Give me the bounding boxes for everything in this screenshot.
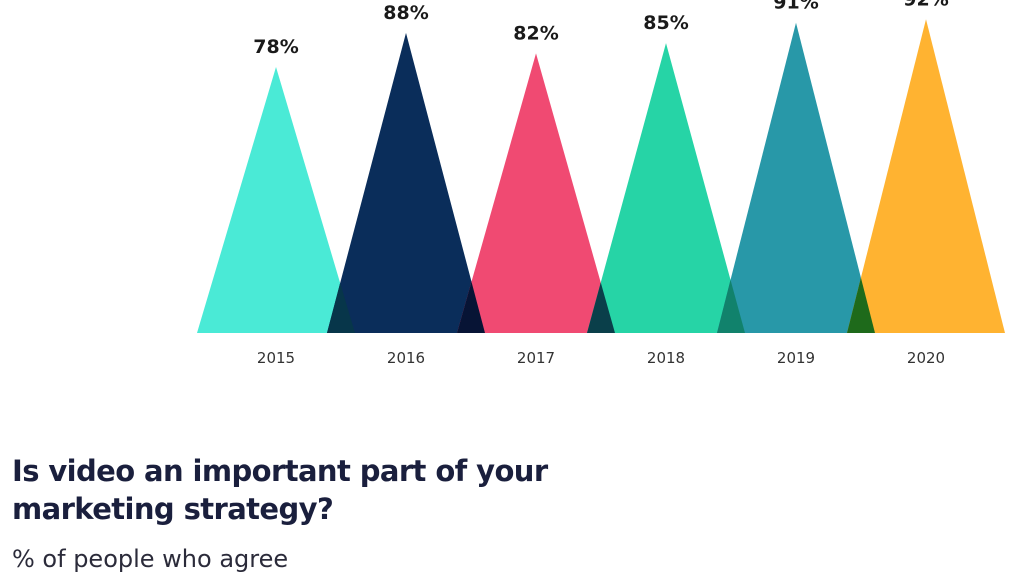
triangle-bar-chart: 78%88%82%85%91%92% 201520162017201820192…: [197, 0, 1005, 367]
x-tick-label-2020: 2020: [907, 349, 945, 367]
chart-bar-overlaps: [327, 277, 875, 333]
bar-overlap-2016-2017: [457, 281, 485, 333]
value-label-2016: 88%: [383, 2, 428, 24]
bar-2017: [457, 53, 615, 333]
chart-subtitle: % of people who agree: [12, 545, 289, 573]
x-tick-label-2017: 2017: [517, 349, 555, 367]
bar-2018: [587, 43, 745, 334]
x-tick-label-2015: 2015: [257, 349, 295, 367]
bar-overlap-2018-2019: [717, 279, 745, 333]
chart-title: Is video an important part of your marke…: [12, 454, 548, 526]
value-label-2015: 78%: [253, 36, 298, 58]
value-label-2019: 91%: [773, 0, 818, 14]
chart-x-tick-labels: 2015 2016 2017 2018 2019 2020: [257, 349, 945, 367]
bar-overlap-2017-2018: [587, 282, 615, 333]
x-tick-label-2019: 2019: [777, 349, 815, 367]
value-label-2020: 92%: [903, 0, 948, 10]
value-label-2018: 85%: [643, 12, 688, 34]
bar-2020: [847, 19, 1005, 334]
value-label-2017: 82%: [513, 22, 558, 44]
bar-overlap-2019-2020: [847, 277, 875, 333]
x-tick-label-2016: 2016: [387, 349, 425, 367]
bar-2015: [197, 67, 355, 334]
x-tick-label-2018: 2018: [647, 349, 685, 367]
chart-value-labels: 78% 88% 82% 85% 91% 92%: [253, 0, 948, 58]
chart-bars: [197, 19, 1005, 334]
bar-2019: [717, 22, 875, 333]
bar-2016: [327, 32, 485, 334]
bar-overlap-2015-2016: [327, 283, 355, 333]
